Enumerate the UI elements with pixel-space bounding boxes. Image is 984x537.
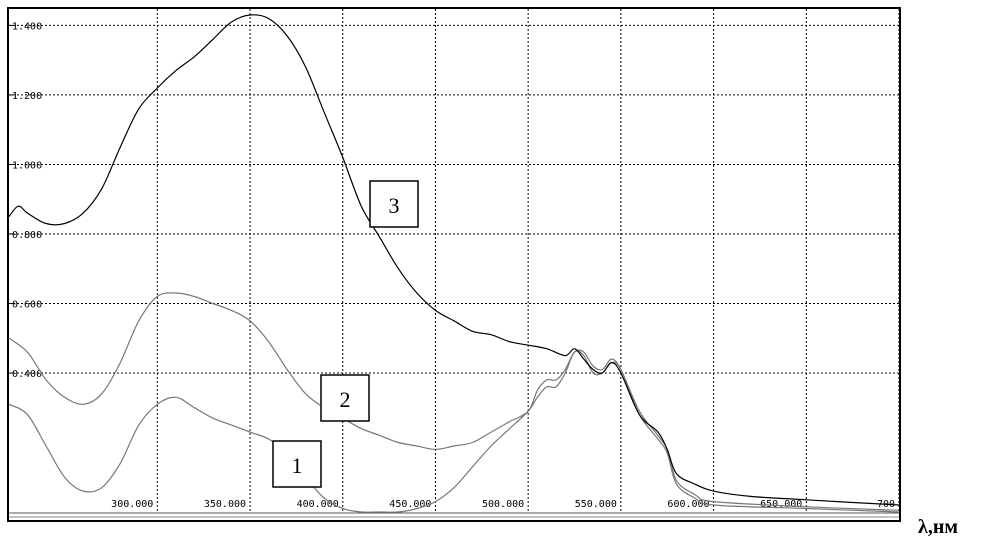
- x-tick-label: 550.000: [575, 499, 617, 510]
- curve-label-box: [369, 180, 419, 228]
- curve-label-1: 1: [272, 440, 322, 488]
- x-tick-label: 300.000: [111, 499, 153, 510]
- x-axis: 300.000 350.000 400.000 450.000 500.000 550.0…: [111, 499, 895, 510]
- y-tick-label: 0.400: [12, 369, 42, 380]
- axis-lines: [9, 512, 899, 518]
- series-line-1: [8, 350, 900, 513]
- y-tick-label: 0.800: [12, 230, 42, 241]
- x-tick-label: 650.000: [760, 499, 802, 510]
- y-tick-label: 1.400: [12, 21, 42, 32]
- curve-label-box: [320, 374, 370, 422]
- y-tick-label: 1.200: [12, 91, 42, 102]
- x-tick-label: 500.000: [482, 499, 524, 510]
- x-tick-label: 400.000: [297, 499, 339, 510]
- series-line-2: [8, 292, 900, 511]
- x-tick-label: 600.000: [667, 499, 709, 510]
- y-tick-label: 1.000: [12, 160, 42, 171]
- curve-label-text: 2: [340, 387, 351, 412]
- curve-label-text: 1: [292, 453, 303, 478]
- x-tick-label: 350.000: [204, 499, 246, 510]
- grid: [9, 9, 900, 512]
- y-axis: 0.400 0.600 0.800 1.000 1.200 1.400: [9, 21, 42, 380]
- y-tick-label: 0.600: [12, 299, 42, 310]
- series-group: [8, 14, 900, 513]
- plot-frame: [7, 7, 901, 522]
- curve-label-text: 3: [389, 193, 400, 218]
- x-tick-label: 450.000: [389, 499, 431, 510]
- curve-label-3: 3: [369, 180, 419, 228]
- x-axis-label: λ,нм: [918, 516, 958, 537]
- series-line-3: [8, 14, 900, 506]
- curve-label-2: 2: [320, 374, 370, 422]
- curve-label-box: [272, 440, 322, 488]
- curve-labels: 1 2 3: [272, 180, 419, 488]
